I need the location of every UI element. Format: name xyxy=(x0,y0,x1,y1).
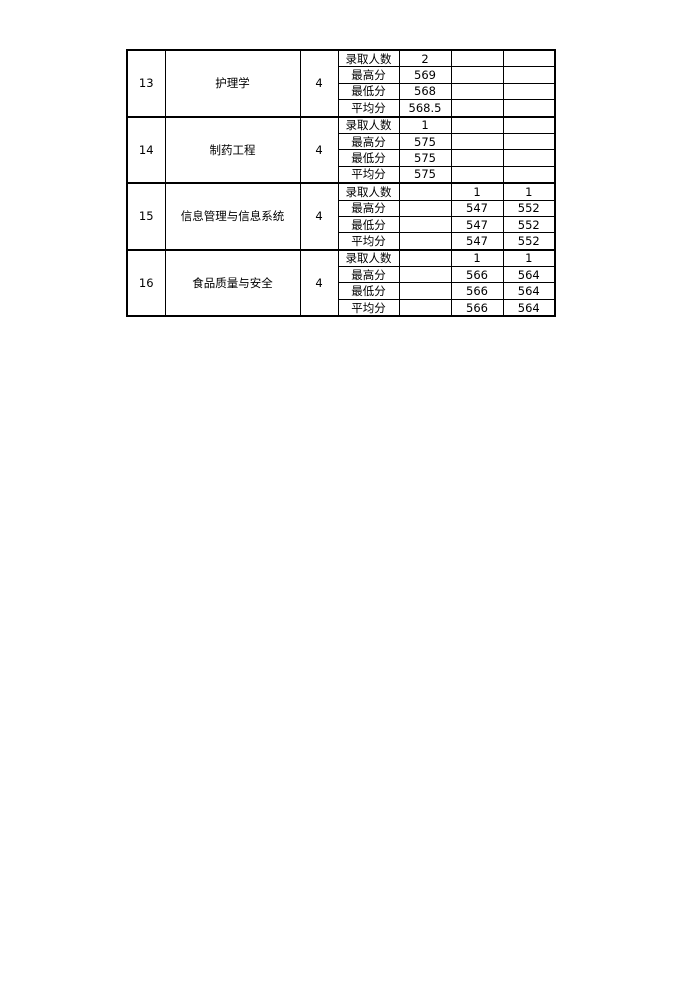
score-cell: 2 xyxy=(398,49,452,68)
score-cell: 564 xyxy=(502,298,556,317)
metric-label: 最低分 xyxy=(337,282,400,300)
score-cell: 575 xyxy=(398,149,452,167)
score-cell xyxy=(502,115,556,134)
metric-label: 最高分 xyxy=(337,199,400,217)
row-number: 13 xyxy=(126,49,166,118)
table-row: 15 信息管理与信息系统 4 录取人数 1 1 xyxy=(126,182,556,251)
score-cell xyxy=(450,99,504,118)
metric-label: 平均分 xyxy=(337,165,400,184)
score-cell xyxy=(502,132,556,151)
score-cell xyxy=(398,248,452,268)
score-cell: 1 xyxy=(450,182,504,201)
score-cell: 568 xyxy=(398,82,452,101)
metric-label: 录取人数 xyxy=(337,248,400,268)
admission-score-table: 13 护理学 4 录取人数 2 最高分 569 最低分 568 平均分 568.5 14 制药工程 4 录取… xyxy=(126,49,556,318)
major-name: 护理学 xyxy=(164,49,301,118)
score-cell xyxy=(398,215,452,234)
score-cell: 566 xyxy=(450,298,504,317)
metric-label: 录取人数 xyxy=(337,182,400,201)
metric-label: 录取人数 xyxy=(337,49,400,68)
score-cell xyxy=(398,199,452,217)
row-number: 16 xyxy=(126,248,166,317)
score-cell: 569 xyxy=(398,66,452,84)
score-cell: 552 xyxy=(502,199,556,217)
metric-label: 最高分 xyxy=(337,266,400,284)
metric-label: 录取人数 xyxy=(337,115,400,134)
row-number: 15 xyxy=(126,182,166,251)
major-name: 制药工程 xyxy=(164,115,301,184)
metric-label: 平均分 xyxy=(337,232,400,251)
score-cell xyxy=(398,232,452,251)
score-cell: 575 xyxy=(398,165,452,184)
table-row: 最低分 568 xyxy=(127,82,556,101)
metric-label: 最高分 xyxy=(337,66,400,84)
score-cell xyxy=(502,165,556,184)
table-row: 16 食品质量与安全 4 录取人数 1 1 xyxy=(126,248,556,317)
table-row: 最低分 547 552 xyxy=(127,215,556,234)
score-cell: 1 xyxy=(398,115,452,134)
table-row: 平均分 566 564 xyxy=(127,298,556,317)
score-cell: 564 xyxy=(502,266,556,284)
score-cell xyxy=(502,49,556,68)
score-cell: 552 xyxy=(502,215,556,234)
score-cell xyxy=(502,99,556,118)
score-cell xyxy=(398,282,452,300)
score-cell: 566 xyxy=(450,282,504,300)
study-years: 4 xyxy=(299,49,339,118)
table-row: 13 护理学 4 录取人数 2 xyxy=(126,49,556,118)
score-cell: 1 xyxy=(502,248,556,268)
table-row: 平均分 575 xyxy=(127,165,556,184)
score-cell: 564 xyxy=(502,282,556,300)
score-cell xyxy=(450,132,504,151)
study-years: 4 xyxy=(299,182,339,251)
score-cell xyxy=(502,66,556,84)
table-row: 14 制药工程 4 录取人数 1 xyxy=(126,115,556,184)
score-cell xyxy=(450,165,504,184)
major-name: 信息管理与信息系统 xyxy=(164,182,301,251)
score-cell xyxy=(450,149,504,167)
metric-label: 平均分 xyxy=(337,298,400,317)
score-cell xyxy=(398,298,452,317)
metric-label: 平均分 xyxy=(337,99,400,118)
score-cell xyxy=(450,49,504,68)
metric-label: 最低分 xyxy=(337,82,400,101)
metric-label: 最低分 xyxy=(337,149,400,167)
score-cell xyxy=(398,266,452,284)
metric-label: 最低分 xyxy=(337,215,400,234)
score-cell: 1 xyxy=(450,248,504,268)
score-cell xyxy=(502,149,556,167)
study-years: 4 xyxy=(299,115,339,184)
major-name: 食品质量与安全 xyxy=(164,248,301,317)
score-cell: 575 xyxy=(398,132,452,151)
score-cell: 547 xyxy=(450,232,504,251)
metric-label: 最高分 xyxy=(337,132,400,151)
score-cell xyxy=(450,82,504,101)
score-cell xyxy=(502,82,556,101)
score-cell xyxy=(450,115,504,134)
score-cell: 547 xyxy=(450,215,504,234)
score-cell: 1 xyxy=(502,182,556,201)
table-row: 最低分 575 xyxy=(127,149,556,167)
row-number: 14 xyxy=(126,115,166,184)
table-row: 最低分 566 564 xyxy=(127,282,556,300)
score-cell: 566 xyxy=(450,266,504,284)
score-cell: 568.5 xyxy=(398,99,452,118)
score-cell: 552 xyxy=(502,232,556,251)
score-cell: 547 xyxy=(450,199,504,217)
study-years: 4 xyxy=(299,248,339,317)
score-cell xyxy=(398,182,452,201)
table-row: 最高分 547 552 xyxy=(127,199,556,217)
score-cell xyxy=(450,66,504,84)
